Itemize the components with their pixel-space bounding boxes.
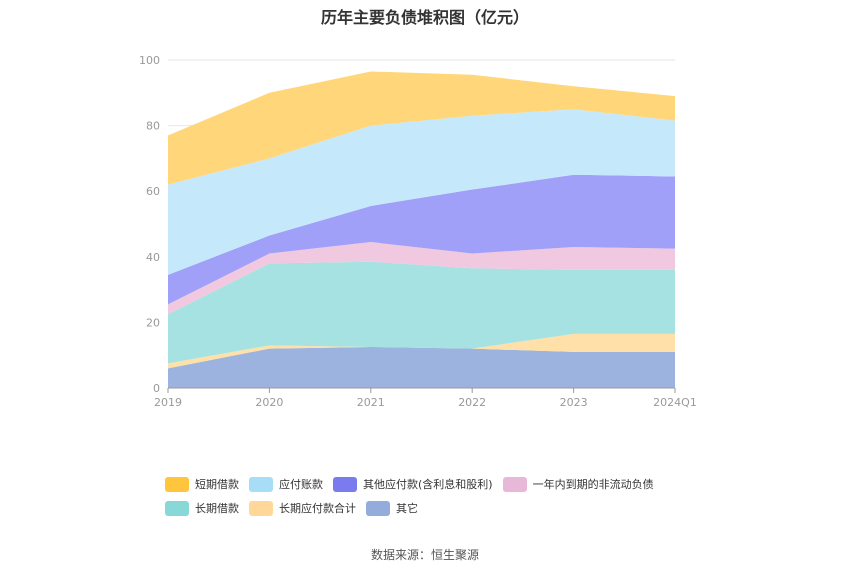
area-series — [168, 109, 675, 275]
legend-label: 一年内到期的非流动负债 — [532, 478, 654, 491]
x-tick-label: 2024Q1 — [653, 396, 697, 409]
area-series — [168, 347, 675, 388]
legend-swatch — [249, 500, 273, 516]
x-tick-label: 2019 — [154, 396, 182, 409]
legend-label: 其它 — [396, 502, 418, 515]
y-tick-label: 80 — [146, 120, 160, 133]
area-series — [168, 242, 675, 315]
legend-swatch — [502, 476, 527, 492]
legend-swatch — [165, 500, 189, 516]
y-tick-label: 100 — [139, 54, 160, 67]
legend-item-other[interactable]: 其它 — [366, 500, 418, 516]
legend-swatch — [249, 476, 273, 492]
legend-swatch — [333, 476, 357, 492]
y-tick-label: 40 — [146, 251, 160, 264]
legend-item-accounts-payable[interactable]: 应付账款 — [249, 476, 323, 492]
legend-label: 长期应付款合计 — [279, 502, 356, 515]
legend-item-long-term-loans[interactable]: 长期借款 — [165, 500, 239, 516]
x-tick-label: 2022 — [458, 396, 486, 409]
y-tick-label: 0 — [153, 382, 160, 395]
y-tick-label: 60 — [146, 185, 160, 198]
legend-label: 应付账款 — [279, 478, 323, 491]
x-tick-label: 2020 — [255, 396, 283, 409]
legend-label: 长期借款 — [195, 502, 239, 515]
legend-item-other-payables[interactable]: 其他应付款(含利息和股利) — [333, 476, 493, 492]
area-series — [168, 71, 675, 185]
x-tick-label: 2023 — [560, 396, 588, 409]
area-series — [168, 261, 675, 364]
legend-row-1: 短期借款 应付账款 其他应付款(含利息和股利) 一年内到期的非流动负债 — [165, 472, 725, 496]
legend-label: 短期借款 — [195, 478, 239, 491]
legend-label: 其他应付款(含利息和股利) — [363, 478, 493, 491]
stacked-area-chart: 0 20 40 60 80 100 2019 2020 2021 2022 2023 2024Q1 — [139, 54, 697, 409]
legend-item-current-noncurrent-liabilities[interactable]: 一年内到期的非流动负债 — [502, 476, 654, 492]
data-source: 数据来源：恒生聚源 — [370, 548, 479, 562]
x-tick-label: 2021 — [357, 396, 385, 409]
y-tick-label: 20 — [146, 316, 160, 329]
area-series — [168, 333, 675, 369]
legend-swatch — [366, 500, 390, 516]
legend-item-short-term-loans[interactable]: 短期借款 — [165, 476, 239, 492]
area-series — [168, 174, 675, 305]
legend-swatch — [165, 476, 189, 492]
chart-title: 历年主要负债堆积图（亿元） — [320, 8, 529, 27]
legend: 短期借款 应付账款 其他应付款(含利息和股利) 一年内到期的非流动负债 长期借款… — [165, 472, 725, 520]
legend-item-long-term-payables[interactable]: 长期应付款合计 — [249, 500, 356, 516]
legend-row-2: 长期借款 长期应付款合计 其它 — [165, 496, 725, 520]
